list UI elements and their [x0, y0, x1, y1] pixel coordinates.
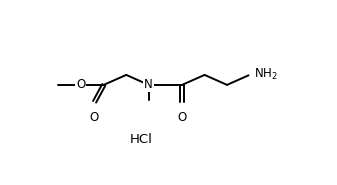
Text: NH$_2$: NH$_2$	[254, 67, 278, 83]
Text: O: O	[90, 110, 99, 124]
Text: N: N	[144, 78, 153, 91]
Text: O: O	[178, 110, 187, 124]
Text: O: O	[76, 78, 85, 91]
Text: HCl: HCl	[130, 132, 153, 146]
